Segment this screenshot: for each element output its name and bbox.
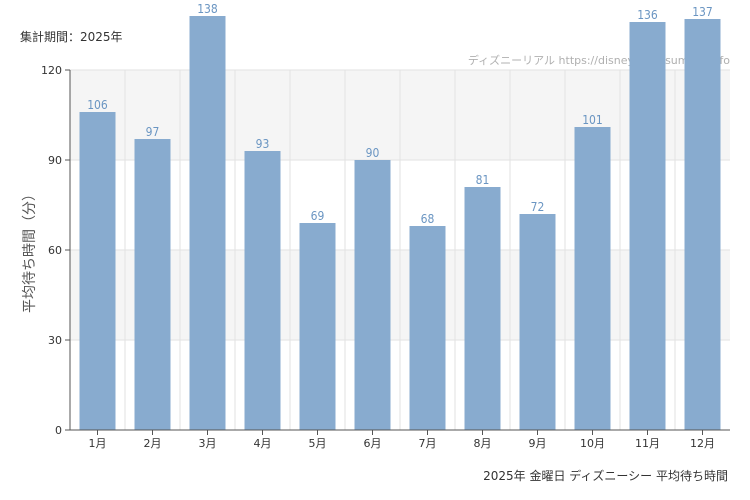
x-tick-label: 2月	[144, 437, 162, 450]
x-tick-label: 12月	[690, 437, 715, 450]
x-tick-label: 7月	[419, 437, 437, 450]
bar	[134, 139, 171, 430]
bar	[189, 16, 226, 430]
data-label: 81	[476, 173, 490, 187]
bar	[574, 127, 611, 430]
chart-caption: 2025年 金曜日 ディズニーシー 平均待ち時間	[483, 469, 728, 483]
bar	[684, 19, 721, 430]
data-label: 137	[692, 5, 713, 19]
bar	[244, 151, 281, 430]
bar	[354, 160, 391, 430]
y-axis-label: 平均待ち時間（分）	[22, 187, 38, 313]
bar	[299, 223, 336, 430]
x-tick-label: 9月	[529, 437, 547, 450]
data-label: 97	[146, 125, 160, 139]
data-label: 106	[87, 98, 108, 112]
x-tick-label: 1月	[89, 437, 107, 450]
x-tick-label: 6月	[364, 437, 382, 450]
bar	[464, 187, 501, 430]
data-label: 138	[197, 2, 218, 16]
bar	[519, 214, 556, 430]
x-tick-label: 11月	[635, 437, 660, 450]
data-label: 69	[311, 209, 325, 223]
x-tick-label: 3月	[199, 437, 217, 450]
data-label: 136	[637, 8, 658, 22]
y-tick-label: 30	[48, 334, 62, 347]
x-tick-label: 5月	[309, 437, 327, 450]
period-label: 集計期間：2025年	[20, 30, 123, 44]
y-tick-label: 60	[48, 244, 62, 257]
x-tick-label: 4月	[254, 437, 272, 450]
x-tick-label: 10月	[580, 437, 605, 450]
bar	[79, 112, 116, 430]
y-tick-label: 0	[55, 424, 62, 437]
data-label: 101	[582, 113, 603, 127]
y-tick-label: 120	[41, 64, 62, 77]
data-label: 90	[366, 146, 380, 160]
data-label: 72	[531, 200, 545, 214]
data-label: 68	[421, 212, 435, 226]
bar	[629, 22, 666, 430]
data-label: 93	[256, 137, 270, 151]
x-tick-label: 8月	[474, 437, 492, 450]
bar	[409, 226, 446, 430]
y-tick-label: 90	[48, 154, 62, 167]
